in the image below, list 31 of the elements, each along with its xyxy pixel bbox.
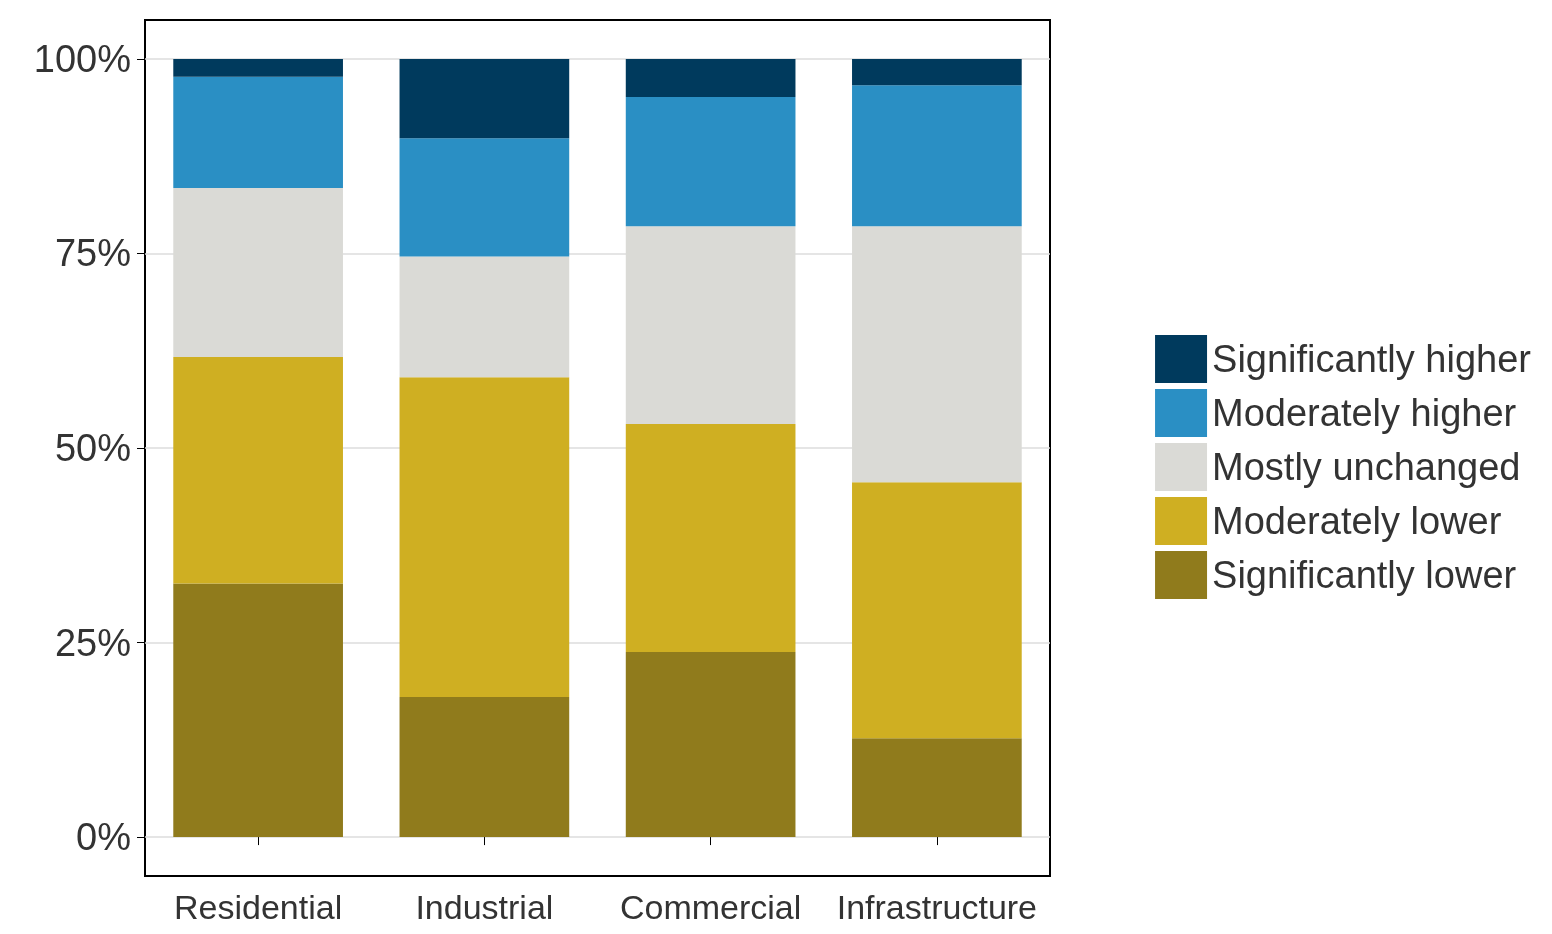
bar	[399, 697, 570, 838]
bar	[173, 58, 343, 77]
legend-label: Moderately lower	[1212, 500, 1502, 542]
y-tick-label: 25%	[54, 621, 131, 664]
legend-label: Mostly unchanged	[1212, 446, 1521, 488]
legend-label: Significantly lower	[1212, 554, 1517, 596]
bar	[852, 738, 1022, 838]
legend-label: Moderately higher	[1212, 392, 1517, 434]
bar	[399, 58, 570, 139]
x-tick-label: Industrial	[415, 888, 554, 926]
bar	[852, 58, 1022, 86]
y-tick-label: 0%	[76, 816, 131, 859]
bar	[852, 85, 1022, 227]
bar	[173, 76, 343, 189]
y-tick-label: 75%	[54, 232, 131, 275]
legend-label: Significantly higher	[1212, 338, 1532, 380]
y-tick-label: 100%	[33, 37, 131, 80]
bar	[399, 256, 570, 378]
bar	[173, 356, 343, 584]
bar	[625, 58, 796, 98]
bar	[625, 651, 796, 838]
bar	[625, 423, 796, 652]
bar	[852, 482, 1022, 739]
bar	[399, 377, 570, 698]
bar	[173, 583, 343, 838]
y-tick-label: 50%	[54, 427, 131, 469]
bar	[625, 97, 796, 227]
x-tick-label: Residential	[174, 888, 343, 926]
bar	[399, 138, 570, 257]
x-tick-label: Infrastructure	[836, 888, 1038, 926]
x-tick-label: Commercial	[619, 888, 802, 926]
